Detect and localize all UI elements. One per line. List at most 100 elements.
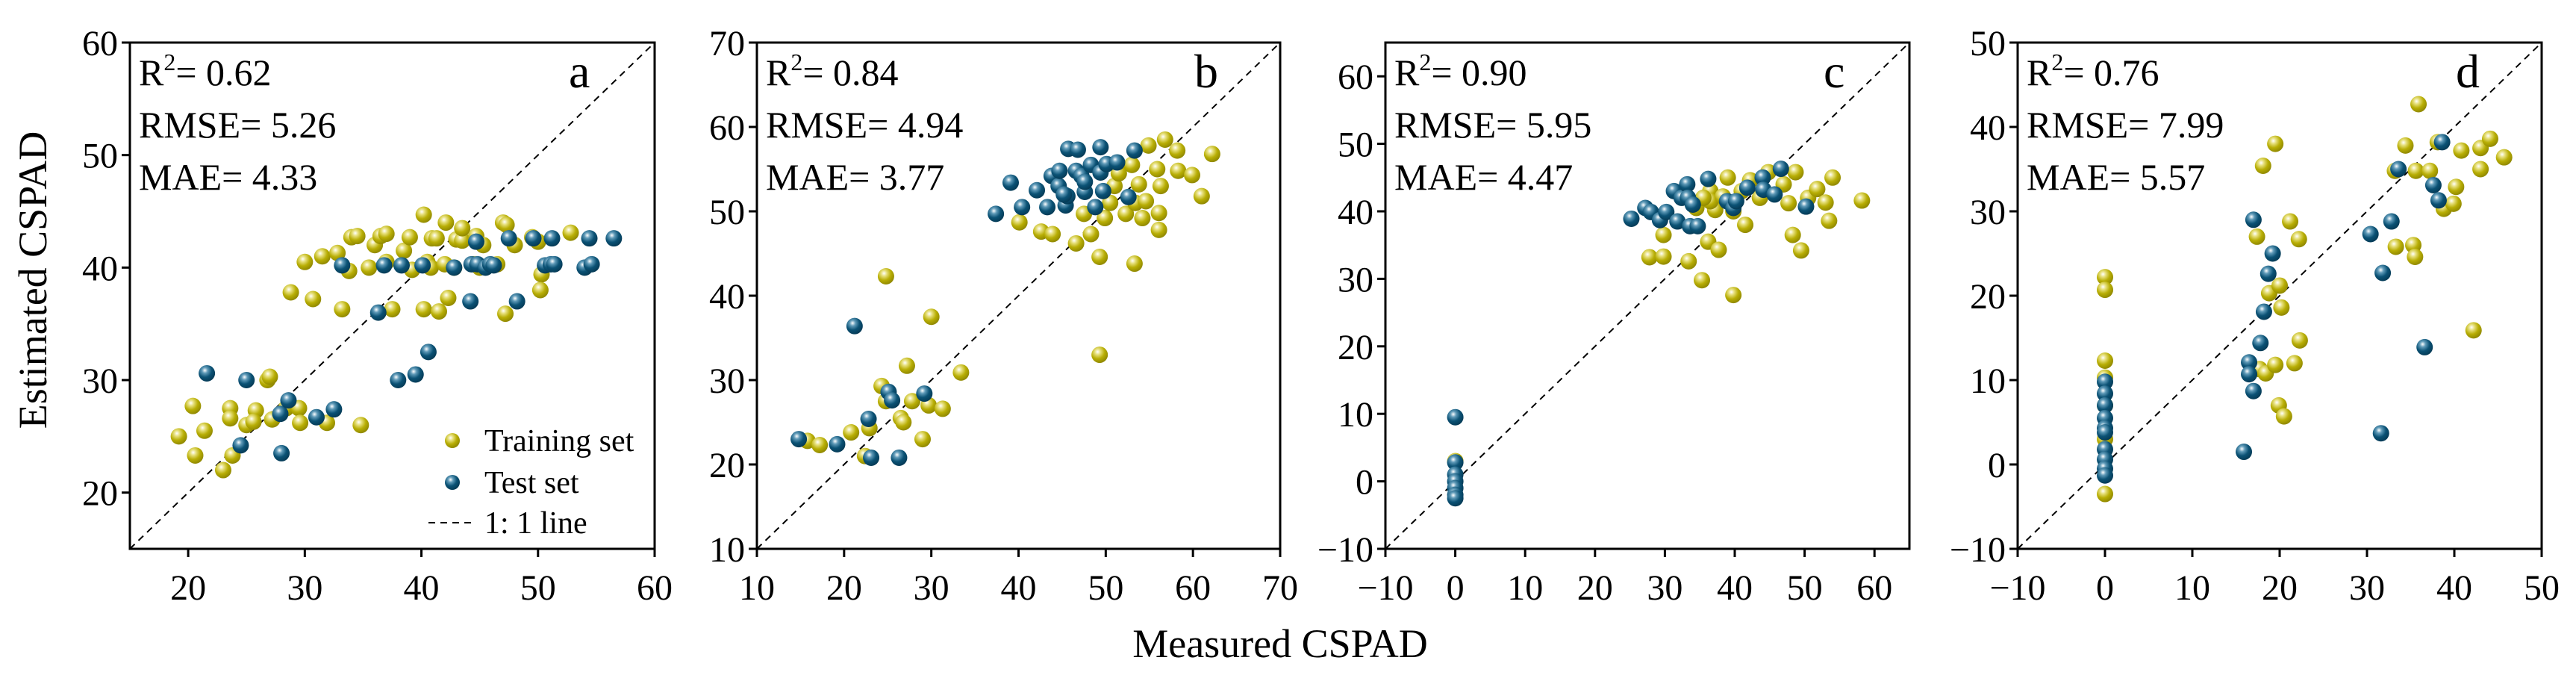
training-point bbox=[1082, 226, 1100, 243]
x-tick-label: 70 bbox=[1262, 568, 1298, 608]
x-tick-label: 10 bbox=[1507, 568, 1543, 608]
rmse-stat: RMSE= 7.99 bbox=[2027, 104, 2224, 146]
training-point bbox=[1641, 249, 1658, 266]
training-point bbox=[1091, 249, 1108, 266]
test-point bbox=[1766, 186, 1783, 203]
training-point bbox=[1170, 162, 1187, 179]
training-point bbox=[305, 290, 322, 308]
test-point bbox=[500, 230, 517, 247]
y-tick-label: 0 bbox=[1988, 446, 2006, 485]
test-point bbox=[2264, 245, 2281, 262]
training-point bbox=[1138, 193, 1155, 210]
x-tick-label: 0 bbox=[2096, 568, 2114, 608]
legend-label-line: 1: 1 line bbox=[484, 506, 587, 541]
test-point bbox=[1447, 454, 1464, 471]
r2-stat: R2= 0.84 bbox=[766, 49, 899, 93]
training-point bbox=[1044, 226, 1061, 243]
test-point bbox=[280, 392, 297, 409]
training-point bbox=[1725, 287, 1742, 304]
test-point bbox=[863, 449, 880, 466]
panel-letter: c bbox=[1824, 45, 1844, 98]
test-point bbox=[1447, 408, 1464, 426]
training-point bbox=[222, 410, 239, 427]
training-point bbox=[1091, 346, 1108, 364]
test-point bbox=[2097, 397, 2113, 414]
test-point bbox=[232, 437, 249, 454]
training-point bbox=[296, 253, 314, 270]
series-test bbox=[2097, 134, 2451, 484]
one-to-one-line bbox=[1385, 42, 1910, 550]
legend-marker-training bbox=[445, 433, 460, 448]
training-point bbox=[384, 301, 401, 318]
test-point bbox=[1014, 199, 1031, 216]
test-point bbox=[2362, 226, 2379, 243]
y-tick-label: 20 bbox=[1970, 277, 2006, 317]
test-point bbox=[1087, 199, 1104, 216]
test-point bbox=[369, 304, 387, 321]
training-point bbox=[1655, 248, 1672, 265]
training-point bbox=[1150, 205, 1167, 222]
training-point bbox=[1011, 214, 1028, 231]
test-point bbox=[1689, 217, 1706, 234]
panel-a: 20 30 40 50 60 20 30 40 50 60 R2= 0.62 RMSE= 5.26 MA… bbox=[82, 24, 673, 608]
x-tick-label: 40 bbox=[2436, 568, 2472, 608]
r2-stat: R2= 0.76 bbox=[2027, 49, 2159, 93]
test-point bbox=[2245, 211, 2262, 228]
test-point bbox=[2416, 338, 2433, 355]
test-point bbox=[2097, 385, 2113, 402]
x-tick-label: 50 bbox=[1787, 568, 1823, 608]
training-point bbox=[903, 393, 920, 410]
test-point bbox=[1700, 170, 1717, 187]
training-point bbox=[1169, 142, 1186, 159]
test-point bbox=[988, 205, 1005, 223]
test-point bbox=[414, 257, 431, 274]
x-tick-label: 20 bbox=[826, 568, 862, 608]
training-point bbox=[2453, 142, 2470, 159]
test-point bbox=[2245, 382, 2262, 399]
x-tick-label: 10 bbox=[2174, 568, 2210, 608]
series-training bbox=[1447, 164, 1871, 470]
training-point bbox=[497, 305, 514, 323]
test-point bbox=[1727, 193, 1744, 210]
test-point bbox=[1797, 198, 1815, 215]
training-point bbox=[1123, 156, 1141, 173]
y-tick-label: 10 bbox=[1338, 395, 1373, 435]
training-point bbox=[1156, 131, 1173, 148]
test-point bbox=[2097, 424, 2113, 441]
test-point bbox=[2430, 192, 2447, 209]
training-point bbox=[187, 447, 204, 464]
y-tick-label: 40 bbox=[1970, 108, 2006, 148]
test-point bbox=[1055, 186, 1073, 203]
test-point bbox=[1076, 173, 1094, 190]
test-point bbox=[2236, 444, 2253, 461]
training-point bbox=[1787, 164, 1804, 181]
x-tick-label: 50 bbox=[2524, 568, 2560, 608]
training-point bbox=[1134, 210, 1151, 227]
training-point bbox=[2495, 149, 2513, 166]
test-point bbox=[884, 392, 901, 409]
training-point bbox=[2273, 299, 2290, 316]
training-point bbox=[1203, 146, 1220, 163]
test-point bbox=[1754, 169, 1771, 186]
training-point bbox=[2282, 213, 2299, 230]
y-tick-label: 60 bbox=[709, 108, 745, 148]
panel-letter: b bbox=[1194, 45, 1218, 98]
test-point bbox=[581, 230, 598, 247]
series-test bbox=[1447, 161, 1815, 507]
test-point bbox=[308, 408, 325, 426]
x-tick-label: 10 bbox=[739, 568, 775, 608]
test-point bbox=[583, 255, 600, 273]
test-point bbox=[390, 372, 407, 388]
rmse-stat: RMSE= 5.26 bbox=[139, 104, 336, 146]
test-point bbox=[2252, 335, 2269, 352]
test-point bbox=[525, 230, 542, 247]
training-point bbox=[1821, 212, 1838, 229]
y-tick-label: 40 bbox=[1338, 193, 1373, 232]
legend-label-test: Test set bbox=[484, 466, 579, 500]
y-tick-label: 20 bbox=[1338, 328, 1373, 367]
test-point bbox=[2383, 213, 2400, 230]
training-point bbox=[214, 461, 231, 479]
training-point bbox=[877, 268, 894, 285]
x-tick-label: 30 bbox=[914, 568, 949, 608]
x-tick-label: 20 bbox=[1577, 568, 1613, 608]
